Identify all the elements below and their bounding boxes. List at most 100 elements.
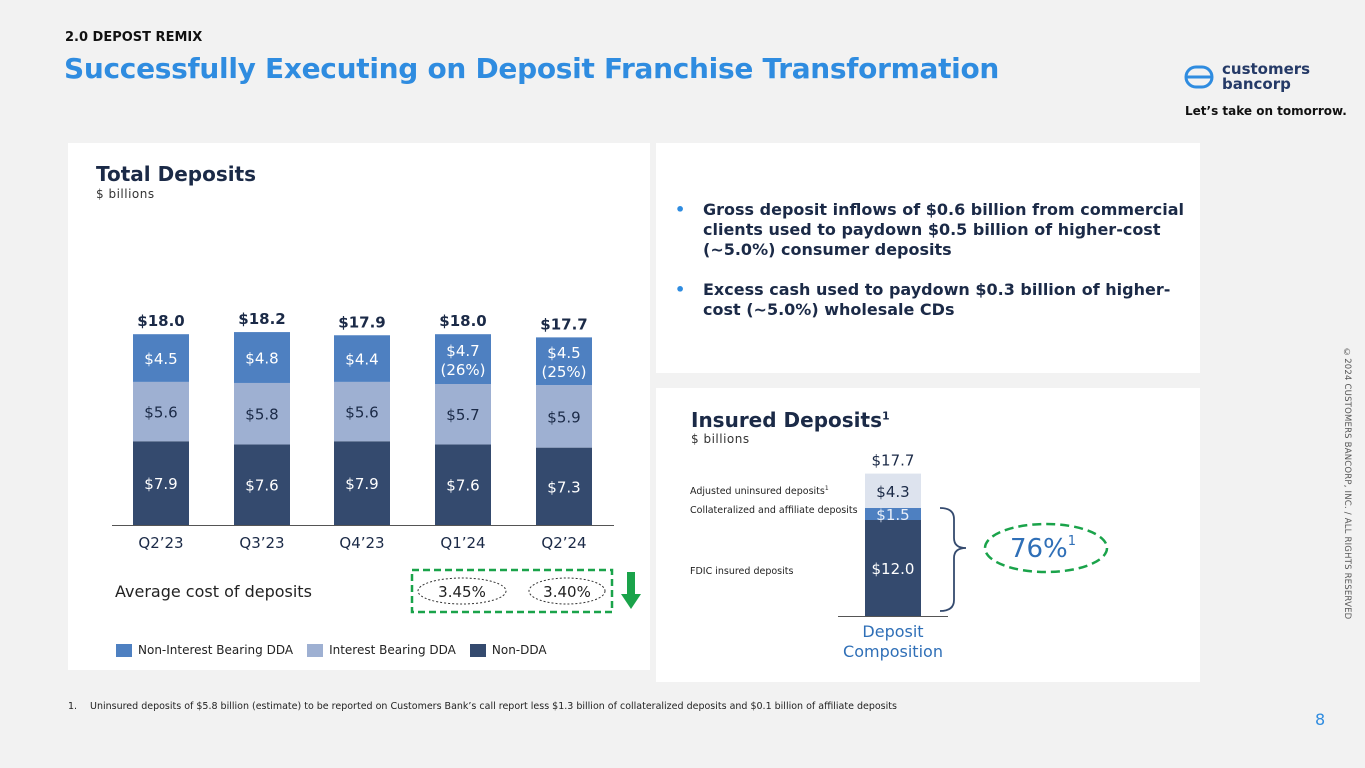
legend-label-nondda: Non-DDA: [491, 643, 547, 657]
x-tick-label: Q1’24: [440, 534, 485, 552]
bar-value-label: $4.5: [547, 344, 580, 362]
label-uninsured-text: Adjusted uninsured deposits: [690, 486, 825, 498]
label-uninsured-sup: 1: [824, 485, 829, 492]
composition-value-label: $12.0: [872, 560, 915, 578]
bar-value-label: $7.6: [245, 477, 278, 495]
bar-value-label: $4.7: [446, 342, 479, 360]
bar-segment: [536, 385, 592, 448]
bar-value-label: $7.6: [446, 477, 479, 495]
curly-brace-icon: [939, 507, 967, 612]
bar-segment: [536, 447, 592, 525]
bar-total-label: $17.9: [338, 313, 385, 331]
composition-segment: [865, 520, 921, 616]
logo-text-line2: bancorp: [1222, 75, 1291, 93]
x-tick-label: Q2’24: [541, 534, 586, 552]
total-deposits-subtitle: $ billions: [96, 187, 155, 201]
bar-total-label: $18.0: [439, 312, 486, 330]
bar-total-label: $18.0: [137, 312, 184, 330]
bar-segment: [536, 337, 592, 386]
bar-total-label: $18.2: [238, 310, 285, 328]
section-tag: 2.0 DEPOST REMIX: [65, 30, 203, 45]
insured-deposits-title-text: Insured Deposits: [691, 408, 882, 432]
composition-segment: [865, 473, 921, 508]
bar-segment: [234, 332, 290, 383]
label-fdic: FDIC insured deposits: [690, 566, 794, 577]
legend-label-ib: Interest Bearing DDA: [329, 643, 456, 657]
label-uninsured: Adjusted uninsured deposits1: [690, 485, 829, 497]
tagline: Let’s take on tomorrow.: [1185, 104, 1347, 118]
bar-value-label: $5.7: [446, 406, 479, 424]
bar-segment: [234, 444, 290, 525]
insured-deposits-title-sup: 1: [881, 409, 890, 423]
legend-label-nib: Non-Interest Bearing DDA: [138, 643, 294, 657]
bar-segment: [133, 334, 189, 382]
insured-pct-text: 76%1: [1010, 534, 1076, 564]
bar-share-label: (25%): [541, 363, 586, 381]
bar-segment: [234, 382, 290, 445]
footnote: 1. Uninsured deposits of $5.8 billion (es…: [68, 701, 897, 712]
composition-value-label: $1.5: [876, 506, 909, 524]
bar-value-label: $7.3: [547, 478, 580, 496]
avg-cost-box: 3.45% 3.40%: [410, 568, 614, 614]
composition-value-label: $4.3: [876, 483, 909, 501]
bar-value-label: $5.9: [547, 408, 580, 426]
bar-value-label: $7.9: [144, 475, 177, 493]
bar-segment: [435, 384, 491, 445]
chart-legend: Non-Interest Bearing DDA Interest Bearin…: [116, 643, 547, 657]
insured-pct-sup: 1: [1068, 534, 1076, 549]
bar-value-label: $4.8: [245, 350, 278, 368]
bar-value-label: $5.6: [345, 404, 378, 422]
total-deposits-title: Total Deposits: [96, 162, 257, 186]
avg-cost-ellipse-2: [528, 577, 606, 605]
bullet-item: Gross deposit inflows of $0.6 billion fr…: [675, 200, 1185, 260]
footnote-number: 1.: [68, 701, 78, 712]
footnote-text: Uninsured deposits of $5.8 billion (esti…: [90, 701, 897, 712]
x-tick-label: Q3’23: [239, 534, 284, 552]
legend-swatch-nondda: [469, 643, 486, 657]
bar-value-label: $5.8: [245, 406, 278, 424]
bar-value-label: $4.4: [345, 351, 378, 369]
legend-swatch-nib: [116, 643, 132, 657]
bar-value-label: $7.9: [345, 475, 378, 493]
insured-pct-ellipse: [983, 522, 1109, 574]
logo-text-line1: customers: [1222, 60, 1311, 78]
avg-cost-label: Average cost of deposits: [115, 582, 312, 601]
avg-cost-ellipse-1: [417, 577, 507, 605]
legend-swatch-ib: [307, 643, 324, 657]
avg-cost-value-2: 3.40%: [543, 583, 591, 601]
bar-share-label: (26%): [440, 361, 485, 379]
copyright-notice: ©2024 CUSTOMERS BANCORP, INC. / ALL RIGH…: [1342, 348, 1352, 620]
bar-segment: [334, 335, 390, 382]
bar-segment: [133, 441, 189, 525]
avg-cost-value-1: 3.45%: [438, 583, 486, 601]
composition-total-label: $17.7: [872, 452, 915, 470]
bullet-item: Excess cash used to paydown $0.3 billion…: [675, 280, 1185, 320]
bar-segment: [435, 334, 491, 385]
x-tick-label: Q2’23: [138, 534, 183, 552]
legend-item-nondda: Non-DDA: [469, 643, 547, 657]
bar-value-label: $4.5: [144, 350, 177, 368]
legend-item-ib: Interest Bearing DDA: [307, 643, 456, 657]
composition-segment: [865, 508, 921, 520]
page-number: 8: [1315, 710, 1326, 729]
bar-value-label: $5.6: [144, 404, 177, 422]
down-arrow-icon: [621, 572, 641, 609]
bar-segment: [334, 381, 390, 442]
company-logo: customers bancorp: [1184, 62, 1310, 92]
x-tick-label: Q4’23: [339, 534, 384, 552]
bar-segment: [133, 381, 189, 442]
bancorp-logo-icon: [1184, 65, 1214, 89]
page-title: Successfully Executing on Deposit Franch…: [64, 52, 1000, 85]
legend-item-nib: Non-Interest Bearing DDA: [116, 643, 293, 657]
bar-segment: [334, 441, 390, 525]
insured-bracket-group: 76%1: [939, 507, 1109, 612]
composition-category-label: Deposit: [862, 622, 923, 641]
insured-deposits-panel: [656, 388, 1200, 682]
insured-pct-value: 76%: [1010, 534, 1068, 564]
bar-total-label: $17.7: [540, 315, 587, 333]
insured-deposits-title: Insured Deposits1: [691, 408, 890, 432]
bar-segment: [435, 444, 491, 525]
label-collateral: Collateralized and affiliate deposits: [690, 505, 858, 516]
insured-deposits-subtitle: $ billions: [691, 432, 750, 446]
